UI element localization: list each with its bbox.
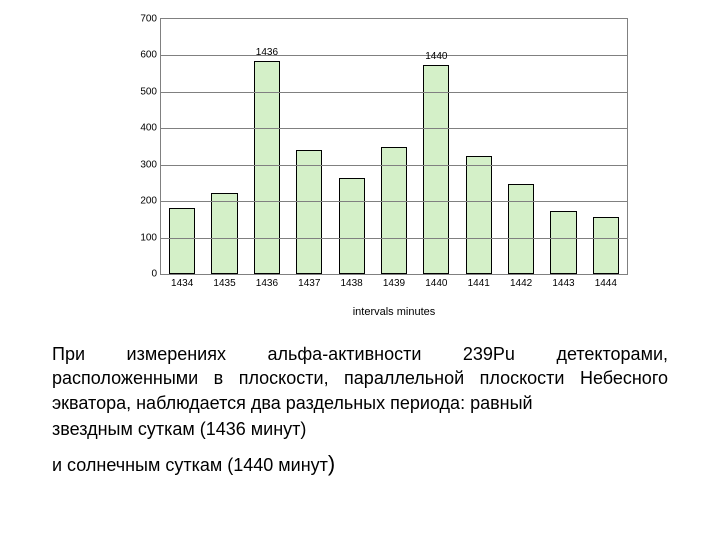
bar [593,217,619,274]
x-tick-label: 1437 [298,278,320,289]
bar-annotation: 1436 [256,47,278,58]
bar [339,178,365,274]
bar [423,65,449,274]
bar [466,156,492,274]
y-tick-label: 200 [140,196,157,207]
x-tick-label: 1443 [552,278,574,289]
bar [508,184,534,274]
gridline [161,55,627,56]
bars-layer [161,19,627,274]
x-tick-label: 1438 [341,278,363,289]
x-tick-label: 1435 [213,278,235,289]
gridline [161,128,627,129]
bar [211,193,237,274]
bar [254,61,280,274]
x-axis-label: intervals minutes [160,306,628,318]
x-tick-label: 1441 [468,278,490,289]
bar-annotation: 1440 [425,51,447,62]
x-tick-label: 1436 [256,278,278,289]
y-tick-label: 700 [140,14,157,25]
caption-text: При измерениях альфа-активности 239Pu де… [52,342,668,479]
x-tick-label: 1440 [425,278,447,289]
gridline [161,238,627,239]
y-tick-label: 300 [140,159,157,170]
chart-plot-area: 0100200300400500600700143414351436143714… [160,18,628,275]
caption-paragraph-3: и солнечным суткам (1440 минут) [52,449,668,479]
caption-paragraph-1: При измерениях альфа-активности 239Pu де… [52,342,668,415]
gridline [161,165,627,166]
gridline [161,201,627,202]
bar [550,211,576,274]
y-tick-label: 500 [140,86,157,97]
x-tick-label: 1444 [595,278,617,289]
x-tick-label: 1442 [510,278,532,289]
bar [169,208,195,274]
bar [296,150,322,274]
y-tick-label: 100 [140,232,157,243]
gridline [161,92,627,93]
chart-container: Number of Similar Pairs intervals minute… [100,10,640,320]
bar [381,147,407,274]
y-tick-label: 0 [151,269,157,280]
y-tick-label: 600 [140,50,157,61]
caption-paragraph-2: звездным суткам (1436 минут) [52,417,668,441]
x-tick-label: 1439 [383,278,405,289]
x-tick-label: 1434 [171,278,193,289]
y-tick-label: 400 [140,123,157,134]
